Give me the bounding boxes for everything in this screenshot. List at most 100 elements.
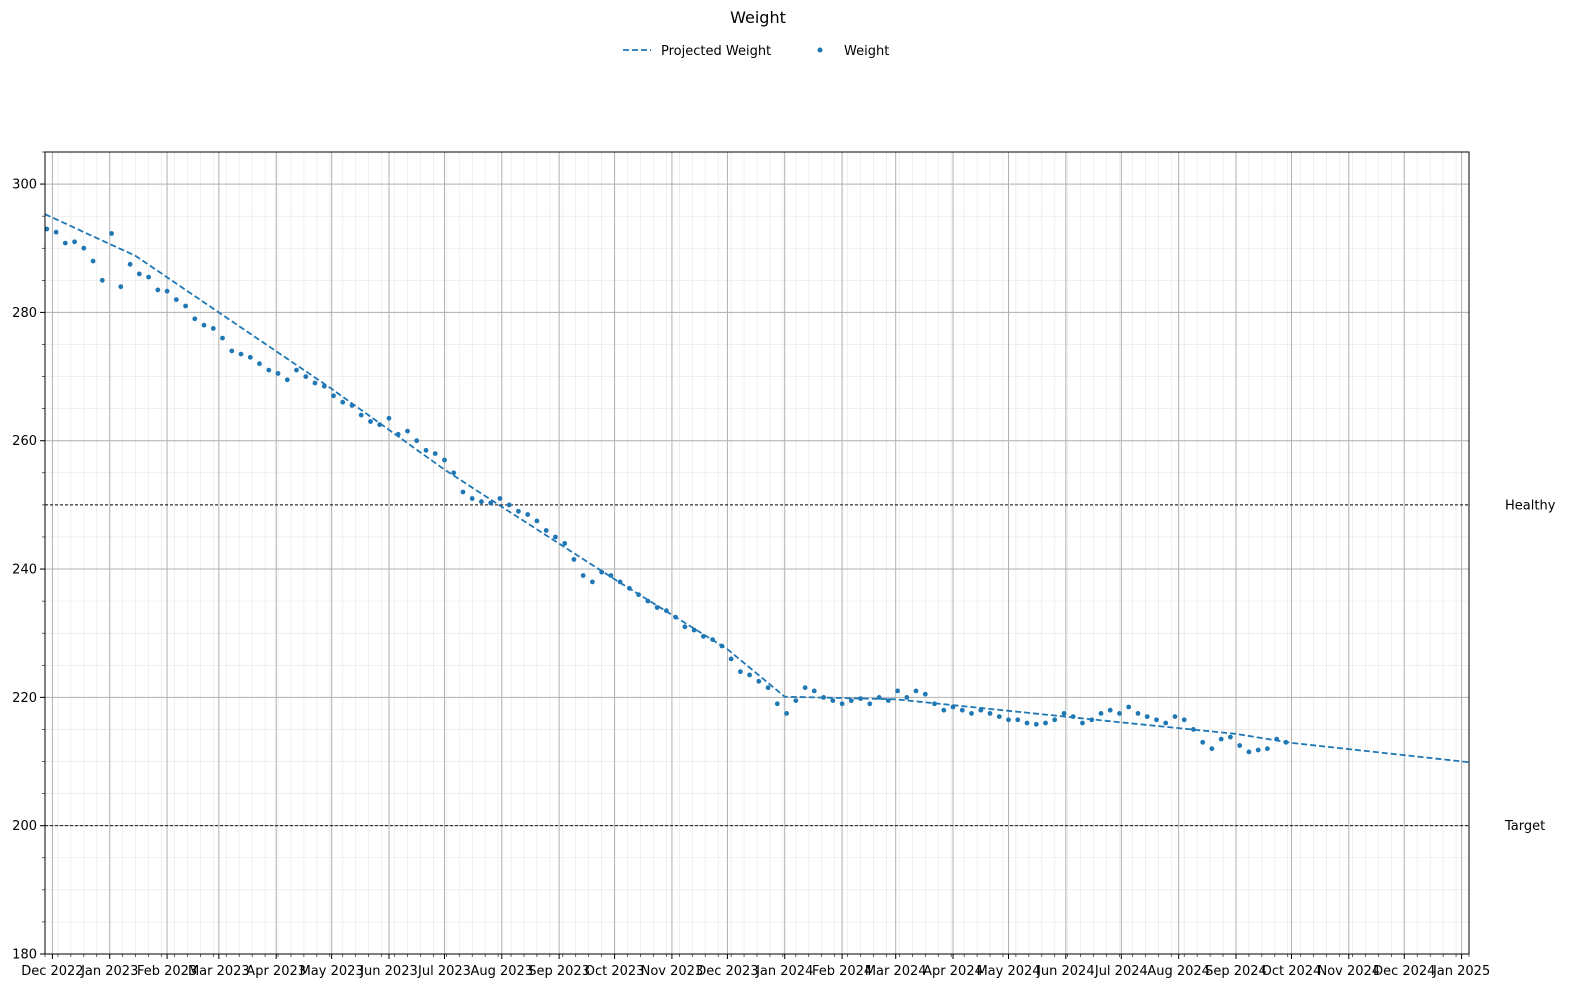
weight-point [469, 496, 475, 501]
weight-point [1052, 717, 1058, 723]
weight-point [451, 470, 457, 476]
weight-point [479, 499, 484, 505]
weight-point [701, 634, 706, 639]
x-tick-label: Dec 2023 [696, 964, 758, 979]
weight-point [118, 284, 124, 290]
weight-point [1228, 734, 1233, 740]
y-tick-label: 300 [12, 178, 37, 193]
weight-point [710, 637, 715, 642]
y-tick-label: 200 [12, 819, 37, 834]
weight-point [164, 288, 170, 294]
weight-point [1237, 743, 1243, 748]
weight-point [1172, 714, 1178, 719]
weight-point [442, 457, 447, 463]
x-tick-label: Jul 2023 [417, 964, 471, 979]
weight-point [146, 274, 152, 280]
weight-point [321, 383, 327, 389]
legend-weight-label: Weight [844, 44, 889, 59]
weight-point [913, 688, 919, 694]
weight-point [331, 393, 336, 399]
weight-point [765, 685, 771, 691]
weight-point [645, 598, 651, 604]
x-tick-label: Nov 2024 [1317, 964, 1380, 979]
weight-point [1126, 704, 1132, 710]
weight-point [1209, 746, 1215, 752]
ref-label-healthy: Healthy [1505, 498, 1556, 513]
x-tick-label: Oct 2023 [585, 964, 645, 979]
weight-point [691, 627, 697, 633]
weight-point [1089, 717, 1095, 723]
weight-point [904, 695, 910, 700]
x-tick-label: Jan 2024 [755, 964, 813, 979]
weight-point [959, 707, 965, 713]
weight-point [830, 698, 836, 703]
projected-weight-line [44, 213, 1470, 764]
weight-point [1255, 747, 1261, 753]
x-tick-label: May 2024 [976, 964, 1040, 979]
weight-point [1135, 711, 1141, 716]
weight-point [1117, 711, 1122, 716]
weight-point [395, 431, 401, 437]
weight-point [858, 696, 863, 701]
ref-label-target: Target [1504, 819, 1545, 834]
x-tick-label: Jul 2024 [1094, 964, 1148, 979]
weight-point [136, 271, 142, 277]
weight-point [1274, 736, 1280, 742]
weight-point [349, 403, 355, 408]
weight-point [210, 326, 216, 331]
weight-point [802, 685, 808, 691]
weight-point [312, 380, 318, 386]
weight-point [895, 688, 900, 694]
weight-point [543, 528, 549, 533]
weight-point [1080, 720, 1085, 726]
weight-point [358, 412, 364, 418]
weight-point [617, 579, 623, 585]
weight-point [109, 231, 114, 236]
weight-point [238, 351, 244, 357]
weight-point [774, 701, 780, 707]
x-tick-label: Dec 2024 [1373, 964, 1435, 979]
weight-point [978, 707, 984, 713]
x-tick-label: Apr 2023 [246, 964, 306, 979]
x-tick-label: Jan 2023 [80, 964, 138, 979]
weight-point [72, 239, 77, 245]
x-tick-label: Mar 2023 [188, 964, 250, 979]
weight-point [423, 447, 429, 453]
weight-point [922, 691, 928, 697]
weight-point [599, 569, 605, 575]
weight-point [525, 512, 531, 517]
weight-point [1061, 711, 1067, 716]
legend: Projected Weight Weight [623, 44, 889, 59]
weight-point [1107, 707, 1113, 713]
chart-title: Weight [730, 8, 786, 27]
weight-point [1033, 721, 1039, 727]
weight-point [497, 496, 503, 501]
weight-point [1024, 720, 1030, 726]
weight-point [664, 608, 669, 614]
weight-point [941, 707, 947, 713]
weight-point [885, 698, 891, 703]
weight-point [534, 518, 540, 524]
major-grid [45, 152, 1469, 955]
weight-point [756, 678, 762, 684]
weight-point [1006, 717, 1011, 723]
weight-point [562, 541, 568, 546]
weight-point [432, 451, 438, 456]
weight-point [1098, 711, 1104, 716]
weight-point [1015, 717, 1021, 723]
x-tick-label: Jan 2025 [1432, 964, 1490, 979]
weight-point [53, 229, 59, 235]
weight-point [1070, 714, 1076, 719]
x-tick-label: Mar 2024 [865, 964, 927, 979]
minor-grid [44, 151, 1470, 955]
weight-point [867, 701, 873, 707]
weight-point [155, 287, 161, 293]
weight-point [99, 277, 105, 283]
plot-marks [44, 213, 1470, 764]
reference-lines: Healthy Target [45, 498, 1556, 834]
weight-point [571, 557, 577, 562]
weight-point [220, 335, 225, 341]
x-tick-label: Oct 2024 [1262, 964, 1322, 979]
